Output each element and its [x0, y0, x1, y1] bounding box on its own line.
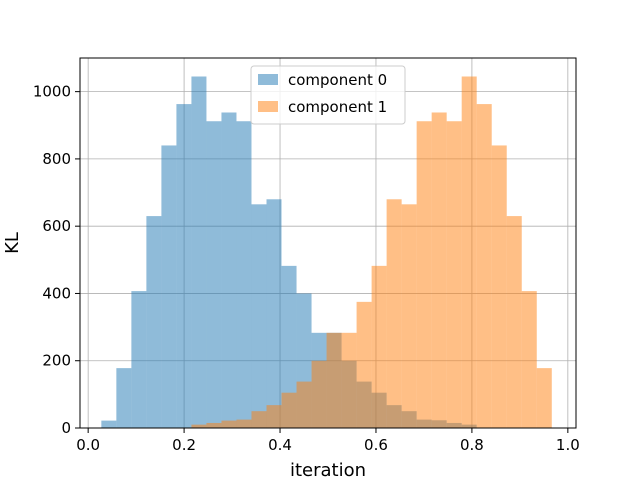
bar-component-1-bin-18 [461, 76, 477, 428]
x-tick-label-3: 0.6 [364, 436, 388, 454]
bar-component-1-bin-4 [251, 411, 267, 428]
bar-component-0-bin-4 [161, 145, 177, 429]
x-tick-label-4: 0.8 [460, 436, 484, 454]
bar-component-1-bin-21 [506, 216, 522, 428]
x-tick-label-5: 1.0 [556, 436, 580, 454]
bar-component-1-bin-14 [401, 204, 417, 428]
bar-component-0-bin-0 [101, 420, 117, 428]
bar-component-0-bin-7 [206, 121, 222, 429]
bar-component-0-bin-8 [221, 112, 237, 428]
bar-component-1-bin-10 [341, 332, 357, 428]
bar-component-1-bin-1 [206, 422, 222, 428]
y-tick-label-3: 600 [42, 217, 71, 235]
legend-label-component-1: component 1 [288, 98, 387, 116]
bar-component-0-bin-10 [251, 204, 267, 428]
legend: component 0 component 1 [250, 65, 406, 125]
bar-component-1-bin-22 [521, 291, 537, 428]
y-axis-ticks: 0 200 400 600 800 1000 [33, 83, 80, 437]
x-tick-label-2: 0.4 [268, 436, 292, 454]
bar-component-1-bin-15 [416, 121, 432, 429]
bar-component-1-bin-9 [326, 332, 342, 428]
legend-swatch-component-1 [258, 101, 278, 112]
y-axis-label: KL [2, 232, 23, 254]
bar-component-1-bin-13 [386, 199, 402, 428]
bar-component-0-bin-2 [131, 291, 147, 428]
bar-component-0-bin-1 [116, 368, 132, 428]
bar-component-0-bin-11 [266, 199, 282, 428]
x-axis-ticks: 0.0 0.2 0.4 0.6 0.8 1.0 [76, 428, 580, 454]
bar-component-1-bin-5 [266, 405, 282, 428]
y-tick-label-2: 400 [42, 284, 71, 302]
legend-label-component-0: component 0 [288, 71, 387, 89]
bar-component-1-bin-3 [236, 419, 252, 428]
bar-component-0-bin-6 [191, 76, 207, 428]
bar-component-1-bin-20 [491, 145, 507, 429]
bar-component-1-bin-0 [191, 424, 207, 428]
bar-component-1-bin-23 [536, 368, 552, 428]
y-tick-label-5: 1000 [33, 83, 71, 101]
bar-component-1-bin-7 [296, 381, 312, 428]
bar-component-1-bin-19 [476, 104, 492, 428]
bar-component-1-bin-2 [221, 420, 237, 428]
y-tick-label-0: 0 [61, 419, 71, 437]
bar-component-0-bin-9 [236, 121, 252, 429]
bar-component-0-bin-5 [176, 104, 192, 428]
y-tick-label-4: 800 [42, 150, 71, 168]
x-tick-label-1: 0.2 [172, 436, 196, 454]
bar-component-1-bin-12 [371, 265, 387, 428]
x-tick-label-0: 0.0 [76, 436, 100, 454]
legend-box [250, 65, 406, 125]
bar-component-1-bin-6 [281, 392, 297, 428]
bar-component-1-bin-11 [356, 301, 372, 428]
bar-component-1-bin-16 [431, 112, 447, 428]
legend-swatch-component-0 [258, 74, 278, 85]
bar-component-1-bin-8 [311, 360, 327, 428]
bar-component-0-bin-3 [146, 216, 162, 428]
histogram-bars [101, 76, 552, 429]
x-axis-label: iteration [290, 460, 366, 480]
y-tick-label-1: 200 [42, 352, 71, 370]
bar-component-1-bin-17 [446, 121, 462, 429]
bar-component-0-bin-12 [281, 265, 297, 428]
plot-frame [79, 57, 577, 429]
